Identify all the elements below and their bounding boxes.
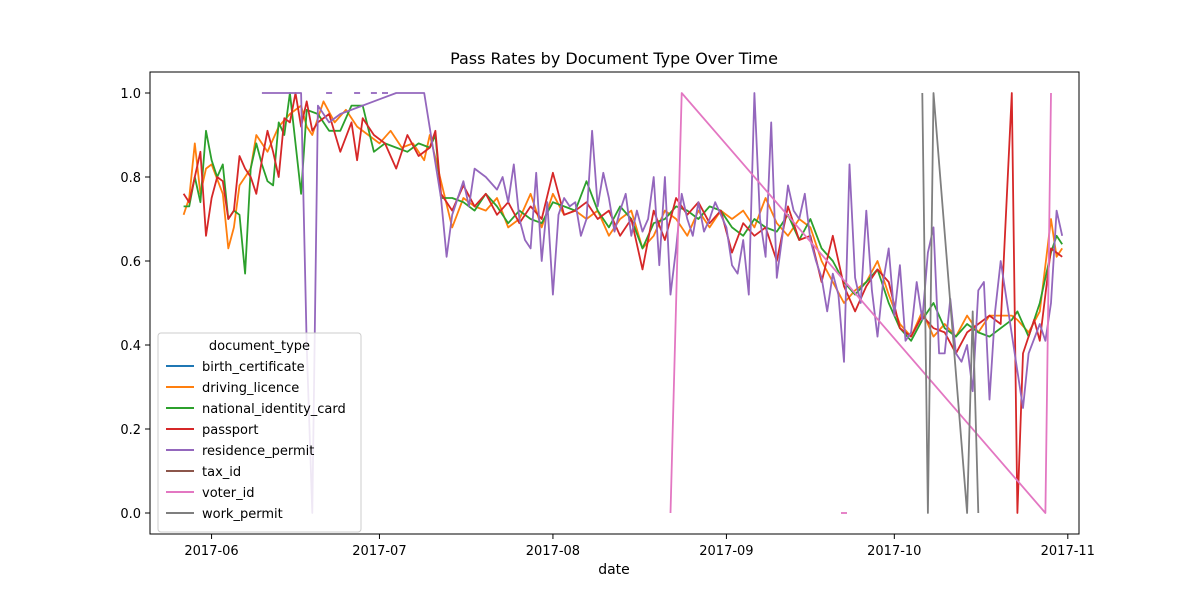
legend-label-birth_certificate: birth_certificate — [202, 360, 305, 375]
legend-frame — [157, 332, 362, 533]
x-tick-label: 2017-09 — [699, 544, 753, 559]
y-tick-label: 0.8 — [120, 171, 141, 186]
y-tick-label: 0.0 — [120, 507, 141, 522]
legend-title: document_type — [209, 339, 310, 354]
legend-label-passport: passport — [202, 423, 258, 438]
series-line-work_permit — [921, 92, 980, 514]
series-line-voter_id — [669, 92, 1052, 514]
y-tick-label: 0.2 — [120, 423, 141, 438]
legend-label-work_permit: work_permit — [202, 507, 283, 522]
legend-label-national_identity_card: national_identity_card — [202, 402, 346, 417]
x-tick-label: 2017-11 — [1041, 544, 1095, 559]
series-line-residence_permit — [261, 92, 1064, 514]
x-tick-label: 2017-07 — [352, 544, 406, 559]
legend-label-tax_id: tax_id — [202, 465, 241, 480]
x-tick-label: 2017-06 — [184, 544, 238, 559]
series-line-passport — [182, 92, 1063, 514]
y-axis: 0.0 0.2 0.4 0.6 0.8 1.0 — [120, 87, 150, 522]
legend-label-voter_id: voter_id — [202, 486, 254, 501]
legend-label-driving_licence: driving_licence — [202, 381, 299, 396]
x-axis-label: date — [598, 562, 630, 578]
x-tick-label: 2017-08 — [526, 544, 580, 559]
legend: document_type birth_certificate driving_li… — [157, 332, 362, 533]
x-tick-label: 2017-10 — [867, 544, 921, 559]
y-tick-label: 1.0 — [120, 87, 141, 102]
plot-lines — [182, 92, 1064, 514]
x-axis: 2017-06 2017-07 2017-08 2017-09 2017-10 2017-… — [184, 534, 1095, 559]
plot-area-frame — [149, 71, 1080, 535]
chart-title: Pass Rates by Document Type Over Time — [450, 49, 778, 68]
y-tick-label: 0.4 — [120, 339, 141, 354]
y-tick-label: 0.6 — [120, 255, 141, 270]
legend-label-residence_permit: residence_permit — [202, 444, 314, 459]
